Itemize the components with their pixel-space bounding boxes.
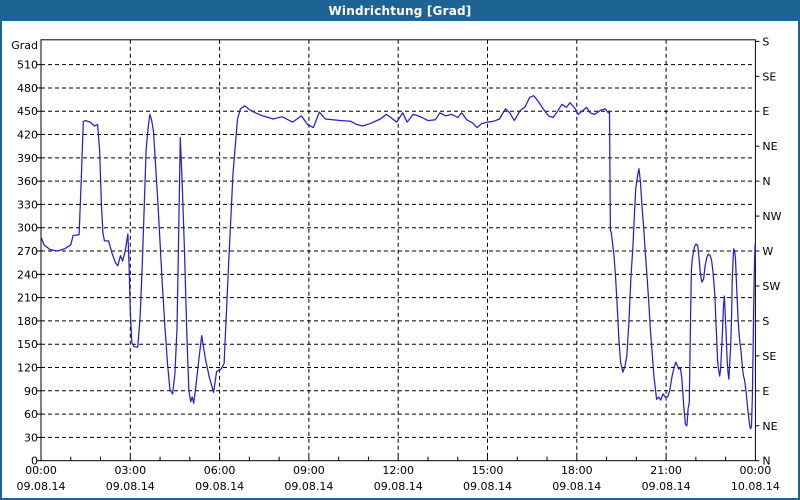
chart-area: 0 30 60 90 120 150 180 210 240 270 300 330 360 390 420… xyxy=(2,21,798,498)
compass-label: N xyxy=(762,455,770,468)
x-axis-time-label: 15:00 xyxy=(472,464,504,477)
x-axis-date-label: 09.08.14 xyxy=(284,480,333,493)
y-axis-tick-label: 270 xyxy=(17,245,38,258)
x-axis-time-label: 09:00 xyxy=(293,464,325,477)
compass-label: NW xyxy=(762,210,781,223)
compass-label: SW xyxy=(762,280,780,293)
y-axis-tick-label: 60 xyxy=(24,408,38,421)
compass-label: SE xyxy=(762,70,776,83)
y-axis-tick-label: 300 xyxy=(17,222,38,235)
y-axis-tick-label: 240 xyxy=(17,268,38,281)
x-axis-time-label: 00:00 xyxy=(25,464,57,477)
y-axis-tick-label: 330 xyxy=(17,198,38,211)
y-axis-tick-label: 120 xyxy=(17,362,38,375)
x-axis-date-label: 09.08.14 xyxy=(106,480,155,493)
y-axis-tick-label: 390 xyxy=(17,152,38,165)
y-axis-tick-label: 30 xyxy=(24,431,38,444)
compass-label: S xyxy=(762,315,769,328)
compass-label: N xyxy=(762,175,770,188)
y-axis-unit-label: Grad xyxy=(11,39,38,52)
x-axis-date-label: 10.08.14 xyxy=(731,480,780,493)
y-axis-tick-label: 210 xyxy=(17,292,38,305)
compass-label: E xyxy=(762,385,769,398)
y-axis-tick-label: 90 xyxy=(24,385,38,398)
compass-label: E xyxy=(762,105,769,118)
title-bar: Windrichtung [Grad] xyxy=(2,2,798,21)
compass-label: NE xyxy=(762,420,777,433)
y-axis-tick-label: 510 xyxy=(17,59,38,72)
x-axis-time-label: 21:00 xyxy=(650,464,682,477)
y-axis-tick-label: 180 xyxy=(17,315,38,328)
x-axis-date-label: 09.08.14 xyxy=(463,480,512,493)
y-axis-tick-label: 0 xyxy=(31,455,38,468)
compass-label: SE xyxy=(762,350,776,363)
compass-label: W xyxy=(762,245,773,258)
x-axis-date-label: 09.08.14 xyxy=(17,480,66,493)
x-axis-time-label: 18:00 xyxy=(561,464,593,477)
x-axis-time-label: 03:00 xyxy=(114,464,146,477)
y-axis-tick-label: 420 xyxy=(17,129,38,142)
x-axis-time-label: 06:00 xyxy=(204,464,236,477)
compass-label: NE xyxy=(762,140,777,153)
x-axis-time-label: 12:00 xyxy=(382,464,414,477)
data-line-windrichtung xyxy=(40,95,757,430)
window-title: Windrichtung [Grad] xyxy=(328,4,472,18)
x-axis-date-label: 09.08.14 xyxy=(195,480,244,493)
x-axis-date-label: 09.08.14 xyxy=(552,480,601,493)
x-axis-time-label: 00:00 xyxy=(740,464,772,477)
y-axis-tick-label: 360 xyxy=(17,175,38,188)
y-axis-tick-label: 450 xyxy=(17,105,38,118)
y-axis-tick-label: 150 xyxy=(17,338,38,351)
x-axis-date-label: 09.08.14 xyxy=(374,480,423,493)
wind-direction-chart: 0 30 60 90 120 150 180 210 240 270 300 330 360 390 420… xyxy=(11,35,781,493)
compass-label: S xyxy=(762,35,769,48)
y-axis-tick-label: 480 xyxy=(17,82,38,95)
x-axis-date-label: 09.08.14 xyxy=(642,480,691,493)
